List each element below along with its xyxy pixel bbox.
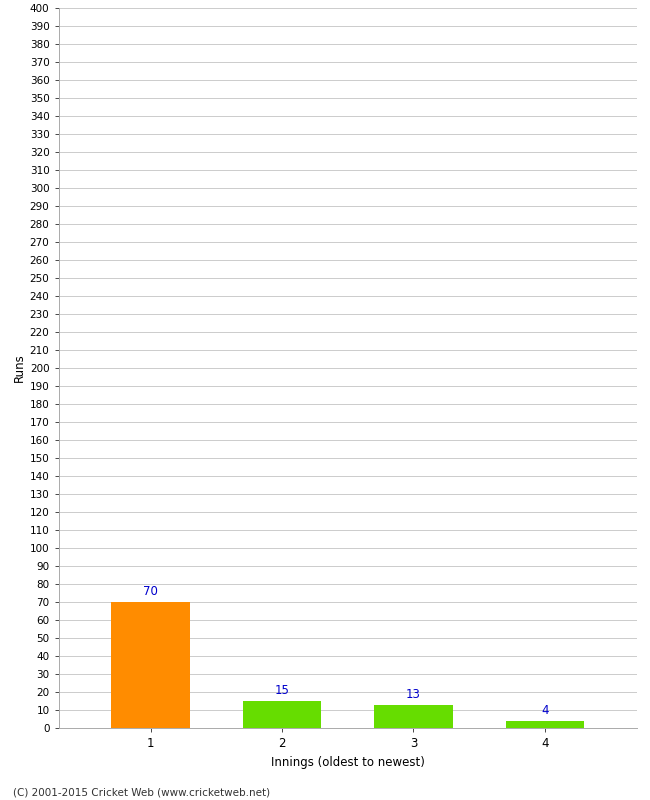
Bar [242,701,322,728]
Text: 15: 15 [274,685,289,698]
Bar [374,705,453,728]
Text: 4: 4 [541,704,549,717]
X-axis label: Innings (oldest to newest): Innings (oldest to newest) [271,755,424,769]
Bar [506,721,584,728]
Bar [111,602,190,728]
Text: (C) 2001-2015 Cricket Web (www.cricketweb.net): (C) 2001-2015 Cricket Web (www.cricketwe… [13,787,270,798]
Text: 13: 13 [406,688,421,701]
Y-axis label: Runs: Runs [12,354,25,382]
Text: 70: 70 [143,586,158,598]
